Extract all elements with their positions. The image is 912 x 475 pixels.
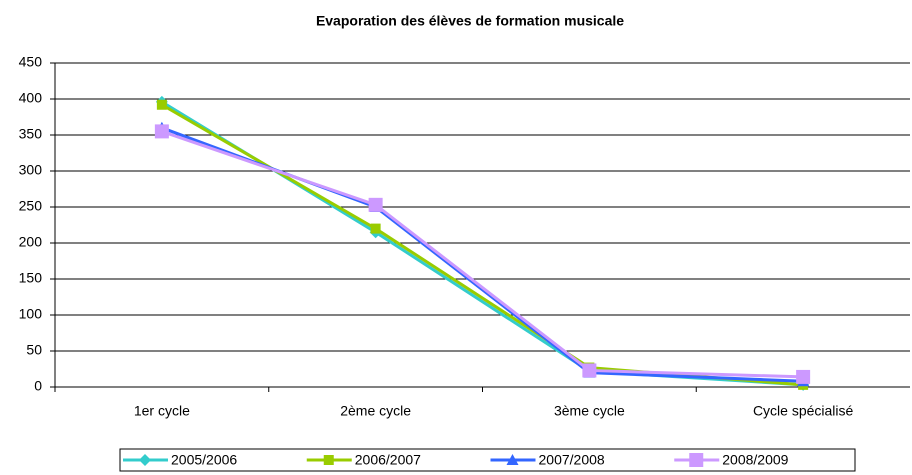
y-tick-label: 150 bbox=[19, 270, 43, 286]
legend-label: 2008/2009 bbox=[722, 452, 788, 468]
y-tick-label: 450 bbox=[19, 54, 43, 70]
marker bbox=[154, 124, 169, 139]
marker bbox=[582, 363, 597, 378]
marker bbox=[156, 99, 167, 110]
y-tick-label: 350 bbox=[19, 126, 43, 142]
y-tick-label: 400 bbox=[19, 90, 43, 106]
y-tick-label: 50 bbox=[26, 342, 42, 358]
x-tick-label: Cycle spécialisé bbox=[753, 403, 854, 419]
y-tick-label: 250 bbox=[19, 198, 43, 214]
y-tick-label: 0 bbox=[34, 378, 42, 394]
marker bbox=[796, 369, 811, 384]
x-tick-label: 1er cycle bbox=[134, 403, 190, 419]
marker bbox=[323, 455, 334, 465]
y-tick-label: 300 bbox=[19, 162, 43, 178]
marker bbox=[370, 223, 381, 234]
marker bbox=[139, 454, 151, 466]
x-tick-label: 2ème cycle bbox=[340, 403, 411, 419]
legend-label: 2007/2008 bbox=[539, 452, 605, 468]
marker bbox=[506, 454, 519, 465]
y-tick-label: 100 bbox=[19, 306, 43, 322]
series-line bbox=[161, 129, 804, 379]
chart-title: Evaporation des élèves de formation musi… bbox=[316, 13, 624, 29]
legend-box bbox=[119, 448, 856, 472]
series-line bbox=[161, 103, 804, 387]
legend-label: 2006/2007 bbox=[355, 452, 421, 468]
marker bbox=[689, 453, 704, 467]
x-tick-label: 3ème cycle bbox=[554, 403, 625, 419]
marker bbox=[368, 197, 383, 212]
y-tick-label: 200 bbox=[19, 234, 43, 250]
legend-label: 2005/2006 bbox=[171, 452, 237, 468]
